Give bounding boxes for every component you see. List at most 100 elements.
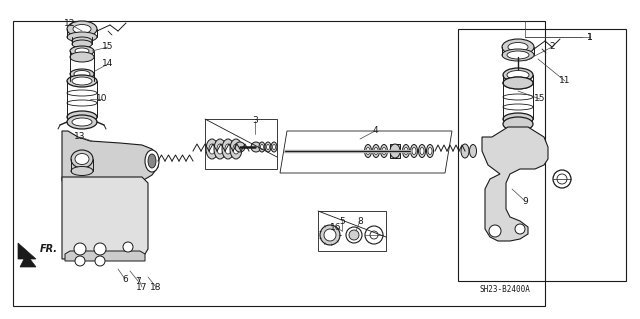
Ellipse shape bbox=[67, 75, 97, 87]
Ellipse shape bbox=[214, 139, 226, 159]
Text: 4: 4 bbox=[372, 127, 378, 136]
Ellipse shape bbox=[265, 142, 271, 152]
Text: 2: 2 bbox=[549, 42, 555, 51]
Text: 3: 3 bbox=[252, 116, 258, 125]
Ellipse shape bbox=[366, 147, 370, 154]
Ellipse shape bbox=[225, 144, 231, 154]
Ellipse shape bbox=[365, 145, 371, 158]
Ellipse shape bbox=[71, 150, 93, 168]
Ellipse shape bbox=[365, 226, 383, 244]
Text: 16: 16 bbox=[330, 222, 342, 232]
Text: 5: 5 bbox=[339, 217, 345, 226]
Ellipse shape bbox=[502, 39, 534, 55]
Ellipse shape bbox=[70, 46, 94, 56]
Ellipse shape bbox=[390, 144, 400, 158]
Ellipse shape bbox=[426, 145, 433, 158]
Ellipse shape bbox=[70, 69, 94, 79]
Ellipse shape bbox=[222, 139, 234, 159]
Circle shape bbox=[74, 243, 86, 255]
Ellipse shape bbox=[324, 229, 336, 241]
Circle shape bbox=[94, 243, 106, 255]
Ellipse shape bbox=[503, 77, 533, 89]
Ellipse shape bbox=[502, 49, 534, 61]
Ellipse shape bbox=[553, 170, 571, 188]
Ellipse shape bbox=[75, 153, 89, 165]
Bar bbox=[13, 21, 545, 306]
Text: 1: 1 bbox=[587, 33, 593, 41]
Circle shape bbox=[123, 242, 133, 252]
Ellipse shape bbox=[209, 144, 215, 154]
Bar bbox=[458, 29, 626, 281]
Ellipse shape bbox=[67, 115, 97, 129]
Text: 8: 8 bbox=[357, 217, 363, 226]
Circle shape bbox=[489, 225, 501, 237]
Ellipse shape bbox=[67, 100, 97, 106]
Ellipse shape bbox=[70, 77, 94, 85]
Ellipse shape bbox=[507, 70, 529, 79]
Circle shape bbox=[515, 224, 525, 234]
Ellipse shape bbox=[412, 147, 416, 154]
Ellipse shape bbox=[72, 77, 92, 85]
Bar bbox=[390, 144, 400, 158]
Ellipse shape bbox=[382, 147, 386, 154]
Ellipse shape bbox=[346, 227, 362, 243]
Ellipse shape bbox=[260, 145, 264, 150]
Ellipse shape bbox=[259, 142, 265, 152]
Ellipse shape bbox=[233, 144, 239, 154]
Bar bbox=[205, 119, 277, 169]
Ellipse shape bbox=[403, 145, 410, 158]
Ellipse shape bbox=[73, 25, 91, 33]
Ellipse shape bbox=[148, 154, 156, 168]
Ellipse shape bbox=[266, 145, 269, 150]
Ellipse shape bbox=[74, 70, 90, 78]
Text: 9: 9 bbox=[522, 197, 528, 205]
Ellipse shape bbox=[508, 42, 528, 51]
Ellipse shape bbox=[145, 150, 159, 172]
Ellipse shape bbox=[503, 113, 533, 125]
Text: 17: 17 bbox=[136, 283, 148, 292]
Text: 15: 15 bbox=[102, 42, 114, 51]
Ellipse shape bbox=[217, 144, 223, 154]
Ellipse shape bbox=[507, 51, 529, 59]
Text: 18: 18 bbox=[150, 283, 162, 292]
Ellipse shape bbox=[370, 231, 378, 239]
Polygon shape bbox=[18, 243, 36, 267]
Ellipse shape bbox=[410, 145, 417, 158]
Ellipse shape bbox=[230, 139, 242, 159]
Ellipse shape bbox=[67, 111, 97, 123]
Ellipse shape bbox=[206, 139, 218, 159]
Ellipse shape bbox=[470, 145, 477, 158]
Ellipse shape bbox=[420, 147, 424, 154]
Circle shape bbox=[251, 142, 261, 152]
Ellipse shape bbox=[67, 21, 97, 37]
Ellipse shape bbox=[71, 167, 93, 175]
Polygon shape bbox=[65, 251, 145, 261]
Ellipse shape bbox=[70, 52, 94, 62]
Ellipse shape bbox=[75, 48, 89, 54]
Ellipse shape bbox=[503, 94, 533, 100]
Text: 11: 11 bbox=[559, 77, 571, 85]
Ellipse shape bbox=[271, 142, 277, 152]
Ellipse shape bbox=[72, 118, 92, 126]
Ellipse shape bbox=[503, 77, 533, 89]
Ellipse shape bbox=[503, 104, 533, 110]
Polygon shape bbox=[62, 177, 148, 259]
Ellipse shape bbox=[67, 90, 97, 96]
Ellipse shape bbox=[67, 32, 97, 42]
Ellipse shape bbox=[72, 40, 92, 48]
Text: 10: 10 bbox=[96, 94, 108, 103]
Bar bbox=[318, 211, 386, 251]
Ellipse shape bbox=[503, 68, 533, 82]
Ellipse shape bbox=[374, 147, 378, 154]
Text: FR.: FR. bbox=[40, 244, 58, 254]
Text: 15: 15 bbox=[534, 94, 546, 103]
Circle shape bbox=[235, 142, 245, 152]
Ellipse shape bbox=[320, 225, 340, 245]
Ellipse shape bbox=[372, 145, 380, 158]
Text: 14: 14 bbox=[102, 60, 114, 69]
Ellipse shape bbox=[461, 144, 469, 158]
Text: 13: 13 bbox=[74, 132, 86, 142]
Text: 7: 7 bbox=[135, 277, 141, 286]
Ellipse shape bbox=[381, 145, 387, 158]
Text: SH23-B2400A: SH23-B2400A bbox=[479, 285, 531, 293]
